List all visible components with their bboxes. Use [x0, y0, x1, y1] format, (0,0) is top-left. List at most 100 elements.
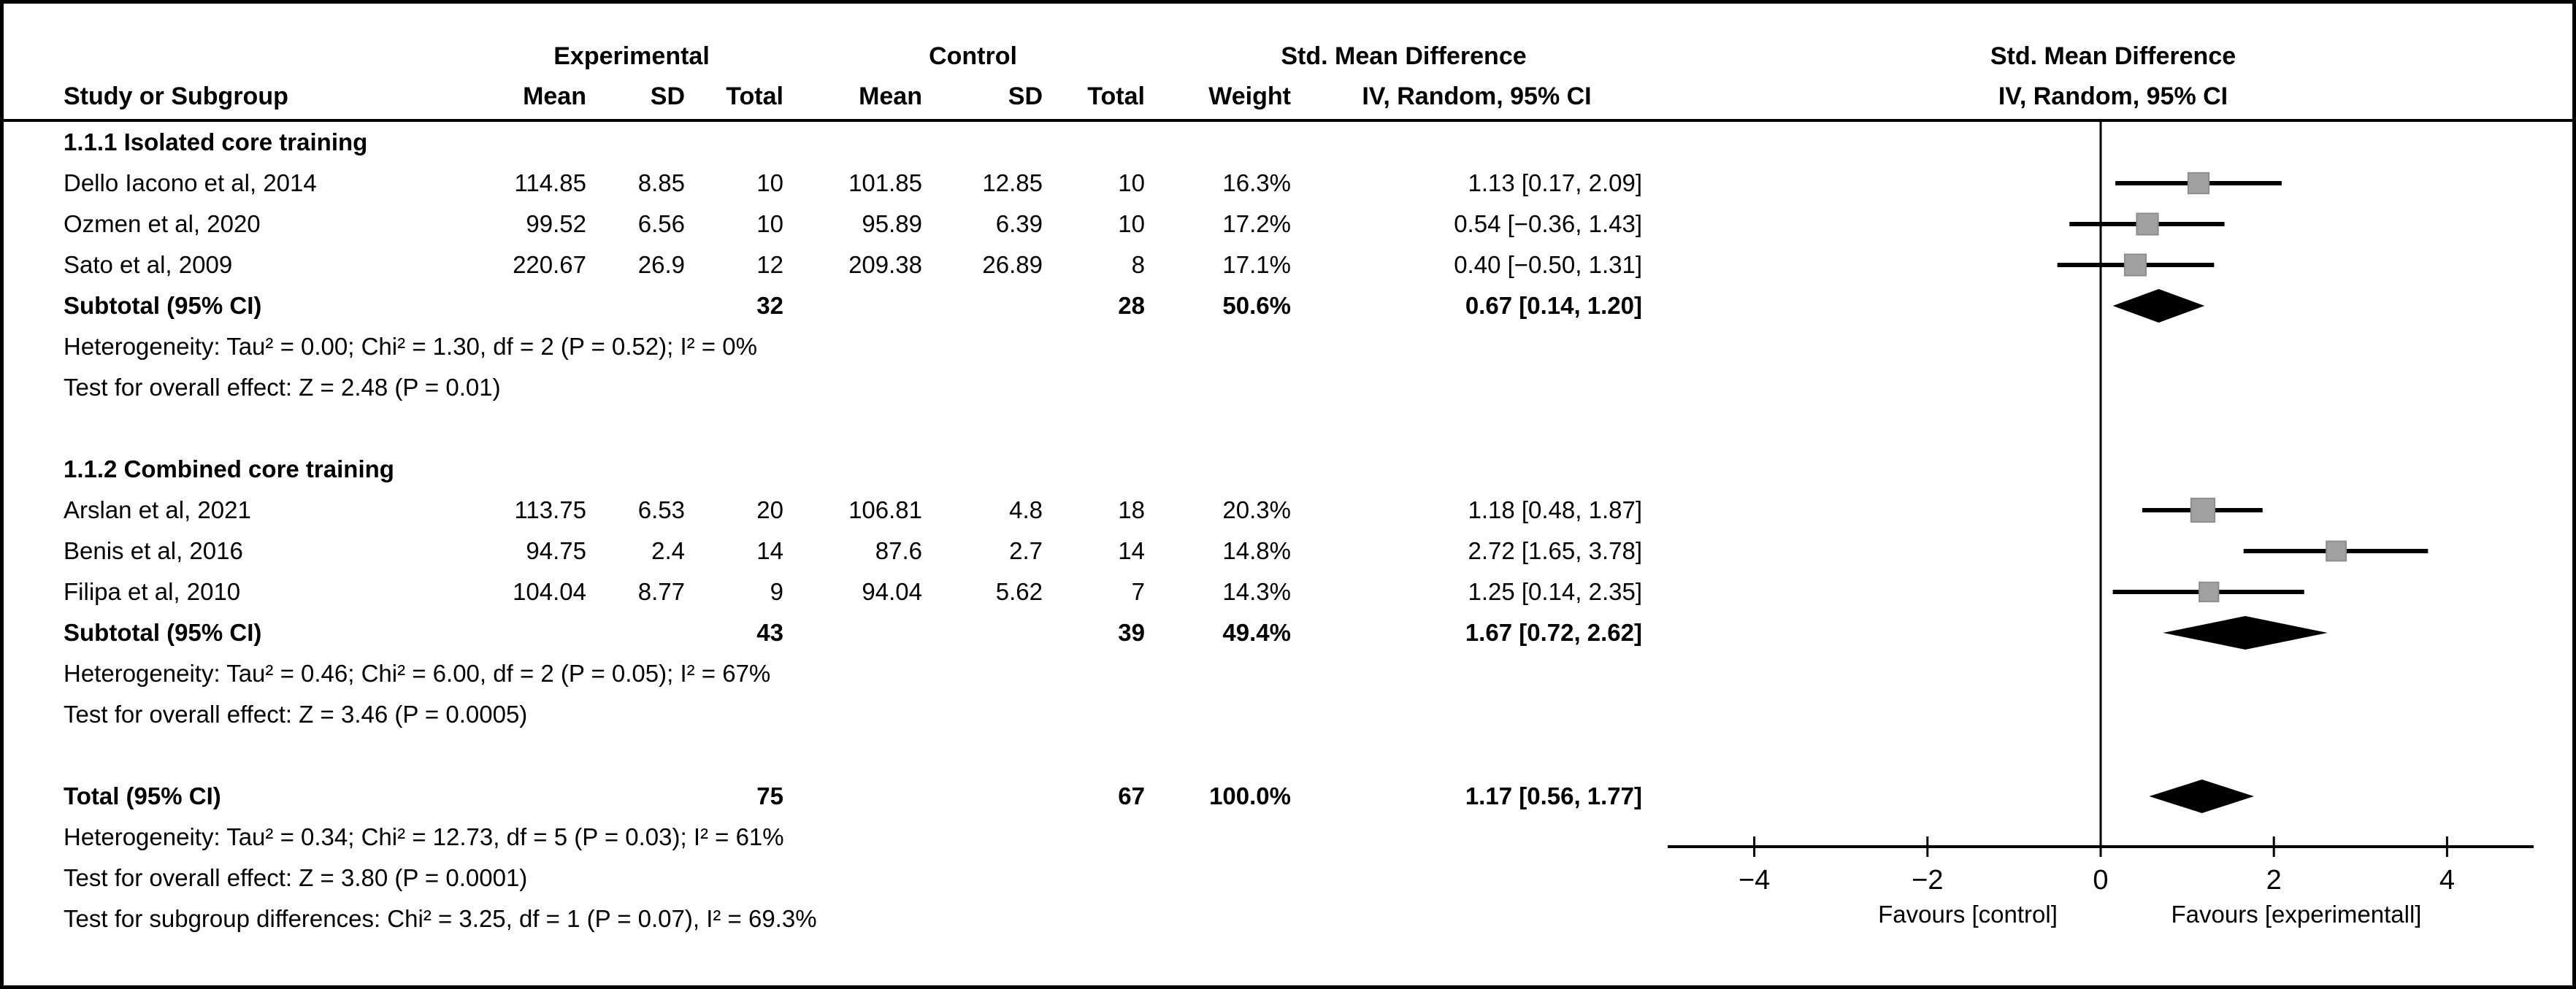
- column-header-ctrl-sd: SD: [1008, 82, 1043, 110]
- exp-sd-value: 2.4: [651, 537, 685, 564]
- table-row-stats: Test for overall effect: Z = 3.46 (P = 0…: [4, 694, 2572, 735]
- study-label: Sato et al, 2009: [64, 251, 233, 278]
- table-row-stats: Heterogeneity: Tau² = 0.00; Chi² = 1.30,…: [4, 326, 2572, 367]
- table-row-section: 1.1.2 Combined core training: [4, 449, 2572, 490]
- subgroup-difference-text: Test for subgroup differences: Chi² = 3.…: [64, 905, 817, 932]
- column-header-exp-total: Total: [726, 82, 783, 110]
- subtotal-label: Subtotal (95% CI): [64, 619, 262, 646]
- column-header-exp-sd: SD: [650, 82, 685, 110]
- table-header: Experimental Control Std. Mean Differenc…: [4, 4, 2572, 122]
- ctrl-sd-value: 26.89: [982, 251, 1043, 278]
- weight-value: 50.6%: [1222, 292, 1291, 319]
- table-row-study: Filipa et al, 2010 104.04 8.77 9 94.04 5.62 7 1…: [4, 572, 2572, 612]
- table-row-total: Total (95% CI) 75 67 100.0% 1.17 [0.56, 1.77…: [4, 776, 2572, 817]
- table-row-subtotal: Subtotal (95% CI) 43 39 49.4% 1.67 [0.72, 2.…: [4, 612, 2572, 653]
- exp-total-value: 10: [756, 210, 783, 237]
- exp-total-value: 75: [756, 782, 783, 809]
- ctrl-mean-value: 106.81: [848, 496, 922, 523]
- subgroup-title: 1.1.2 Combined core training: [64, 455, 394, 482]
- ctrl-mean-value: 95.89: [862, 210, 922, 237]
- effect-ci-text: 2.72 [1.65, 3.78]: [1468, 537, 1642, 564]
- ctrl-sd-value: 4.8: [1009, 496, 1043, 523]
- ctrl-total-value: 10: [1118, 210, 1145, 237]
- exp-total-value: 9: [770, 578, 783, 605]
- exp-mean-value: 114.85: [514, 169, 586, 196]
- column-header-ctrl-mean: Mean: [859, 82, 922, 110]
- effect-ci-text: 1.13 [0.17, 2.09]: [1468, 169, 1642, 196]
- ctrl-total-value: 14: [1118, 537, 1145, 564]
- heterogeneity-text: Heterogeneity: Tau² = 0.34; Chi² = 12.73…: [64, 823, 784, 850]
- table-row-study: Dello Iacono et al, 2014 114.85 8.85 10 101.…: [4, 163, 2572, 204]
- ctrl-sd-value: 6.39: [995, 210, 1043, 237]
- subtotal-label: Subtotal (95% CI): [64, 292, 262, 319]
- exp-total-value: 10: [756, 169, 783, 196]
- exp-total-value: 32: [756, 292, 783, 319]
- effect-ci-text: 0.54 [−0.36, 1.43]: [1454, 210, 1642, 237]
- overall-effect-text: Test for overall effect: Z = 3.46 (P = 0…: [64, 701, 528, 728]
- table-row-stats: Test for subgroup differences: Chi² = 3.…: [4, 898, 2572, 939]
- table-row-study: Arslan et al, 2021 113.75 6.53 20 106.81 4.8 1…: [4, 490, 2572, 531]
- column-header-plot-ci: IV, Random, 95% CI: [1998, 82, 2228, 110]
- subgroup-title: 1.1.1 Isolated core training: [64, 128, 368, 155]
- ctrl-total-value: 28: [1118, 292, 1145, 319]
- exp-sd-value: 6.53: [637, 496, 685, 523]
- weight-value: 14.8%: [1222, 537, 1291, 564]
- study-label: Benis et al, 2016: [64, 537, 243, 564]
- weight-value: 14.3%: [1222, 578, 1291, 605]
- table-row-section: 1.1.1 Isolated core training: [4, 122, 2572, 163]
- exp-sd-value: 26.9: [637, 251, 685, 278]
- table-row-stats: Test for overall effect: Z = 3.80 (P = 0…: [4, 858, 2572, 898]
- ctrl-mean-value: 94.04: [862, 578, 922, 605]
- weight-value: 100.0%: [1209, 782, 1291, 809]
- ctrl-mean-value: 209.38: [848, 251, 922, 278]
- table-row-subtotal: Subtotal (95% CI) 32 28 50.6% 0.67 [0.14, 1.…: [4, 285, 2572, 326]
- table-row-stats: Heterogeneity: Tau² = 0.46; Chi² = 6.00,…: [4, 653, 2572, 694]
- effect-ci-text: 1.25 [0.14, 2.35]: [1468, 578, 1642, 605]
- heterogeneity-text: Heterogeneity: Tau² = 0.00; Chi² = 1.30,…: [64, 333, 757, 360]
- table-row-study: Ozmen et al, 2020 99.52 6.56 10 95.89 6.39 10 1…: [4, 204, 2572, 245]
- effect-ci-text: 0.67 [0.14, 1.20]: [1465, 292, 1642, 319]
- total-label: Total (95% CI): [64, 782, 221, 809]
- table-row-stats: Heterogeneity: Tau² = 0.34; Chi² = 12.73…: [4, 817, 2572, 858]
- ctrl-sd-value: 12.85: [982, 169, 1043, 196]
- study-label: Dello Iacono et al, 2014: [64, 169, 317, 196]
- ctrl-mean-value: 101.85: [848, 169, 922, 196]
- exp-mean-value: 94.75: [526, 537, 586, 564]
- effect-ci-text: 1.67 [0.72, 2.62]: [1465, 619, 1642, 646]
- table-row-study: Sato et al, 2009 220.67 26.9 12 209.38 26.89 8…: [4, 245, 2572, 285]
- weight-value: 49.4%: [1222, 619, 1291, 646]
- ctrl-total-value: 7: [1131, 578, 1145, 605]
- study-label: Filipa et al, 2010: [64, 578, 241, 605]
- exp-mean-value: 113.75: [514, 496, 586, 523]
- ctrl-sd-value: 5.62: [995, 578, 1043, 605]
- column-header-exp-mean: Mean: [523, 82, 586, 110]
- ctrl-total-value: 18: [1118, 496, 1145, 523]
- header-group-control: Control: [929, 42, 1017, 70]
- study-label: Ozmen et al, 2020: [64, 210, 261, 237]
- exp-total-value: 20: [756, 496, 783, 523]
- effect-ci-text: 1.18 [0.48, 1.87]: [1468, 496, 1642, 523]
- exp-total-value: 12: [756, 251, 783, 278]
- weight-value: 17.1%: [1222, 251, 1291, 278]
- weight-value: 17.2%: [1222, 210, 1291, 237]
- overall-effect-text: Test for overall effect: Z = 2.48 (P = 0…: [64, 374, 501, 401]
- ctrl-sd-value: 2.7: [1009, 537, 1043, 564]
- heterogeneity-text: Heterogeneity: Tau² = 0.46; Chi² = 6.00,…: [64, 660, 771, 687]
- column-header-weight: Weight: [1208, 82, 1291, 110]
- exp-mean-value: 104.04: [513, 578, 586, 605]
- ctrl-total-value: 10: [1118, 169, 1145, 196]
- table-row-blank: [4, 735, 2572, 776]
- exp-total-value: 14: [756, 537, 783, 564]
- exp-total-value: 43: [756, 619, 783, 646]
- column-header-ctrl-total: Total: [1087, 82, 1145, 110]
- weight-value: 16.3%: [1222, 169, 1291, 196]
- column-header-effect-ci: IV, Random, 95% CI: [1362, 82, 1592, 110]
- exp-sd-value: 8.77: [637, 578, 685, 605]
- effect-ci-text: 0.40 [−0.50, 1.31]: [1454, 251, 1642, 278]
- exp-mean-value: 99.52: [526, 210, 586, 237]
- ctrl-total-value: 8: [1131, 251, 1145, 278]
- exp-sd-value: 6.56: [637, 210, 685, 237]
- study-label: Arslan et al, 2021: [64, 496, 251, 523]
- header-spacer: [4, 71, 471, 74]
- header-effect-title: Std. Mean Difference: [1281, 42, 1527, 70]
